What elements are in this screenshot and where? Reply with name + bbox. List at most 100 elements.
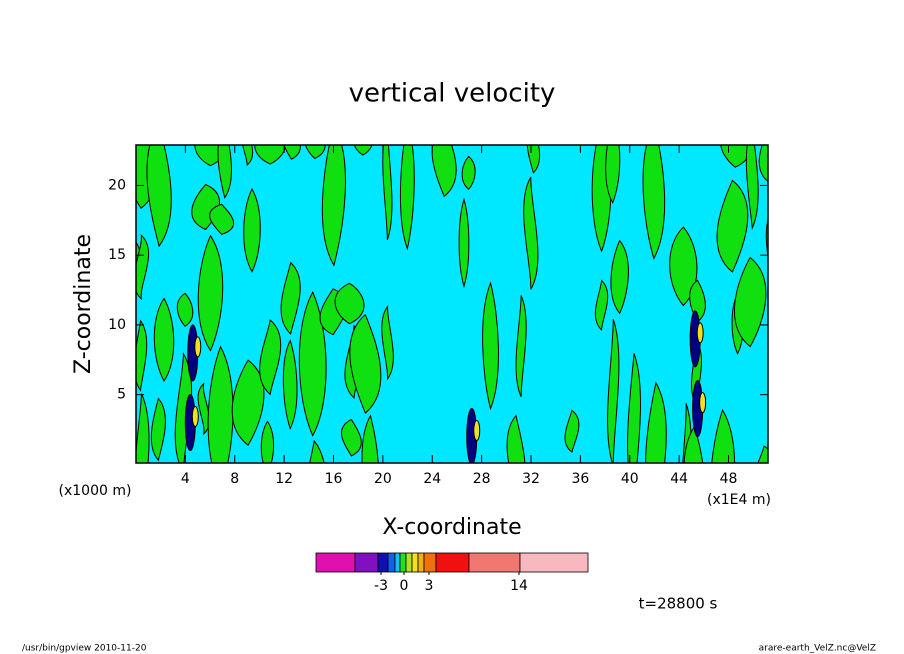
contour-blob [209,203,235,235]
contour-blob [734,256,767,348]
contour-blob [280,261,301,335]
contour-blob [340,418,362,457]
contour-blob [526,145,541,174]
contour-blob [645,381,667,463]
contour-blob [349,313,382,414]
x-tick-label: 8 [230,471,239,487]
annotation: t=28800 s [639,595,718,613]
colorbar-segment [377,552,389,573]
contour-blob [153,297,175,382]
contour-blob [282,339,298,430]
y-tick-label: 5 [117,387,126,403]
contour-blob [197,234,224,352]
x-tick-label: 36 [571,471,589,487]
contour-blob [361,414,379,463]
x-tick-label: 32 [522,471,540,487]
x-tick-label: 12 [275,471,293,487]
x-tick-label: 48 [720,471,738,487]
contour-blob [627,353,641,463]
colorbar-tick-label: 0 [400,578,409,594]
contour-blob [506,414,526,463]
core-blob [473,420,481,441]
contour-blob [197,382,210,436]
x-tick-label: 24 [423,471,441,487]
contour-blob [382,145,393,241]
contour-field [113,125,768,598]
contour-blob [431,145,457,198]
contour-blob [564,409,580,453]
contour-blob [298,290,327,437]
contour-blob [642,145,666,260]
contour-blob [260,420,275,463]
contour-blob [669,226,698,307]
colorbar-segment [394,552,401,573]
x-tick-label: 20 [374,471,392,487]
contour-blob [757,445,768,463]
contour-blob [523,176,539,290]
contour-blob [305,145,326,160]
core-blob [696,322,704,344]
contour-blob [586,465,612,557]
contour-blob [321,145,346,267]
contour-blob [113,125,135,214]
contour-blob [136,393,150,463]
contour-blob [207,345,234,463]
footer-left: /usr/bin/gpview 2010-11-20 [22,644,147,654]
colorbar-segment [354,552,379,573]
contour-blob [745,145,759,230]
chart-title: vertical velocity [349,79,556,109]
contour-blob [758,145,768,183]
contour-blob [309,439,325,463]
contour-fill [113,125,768,598]
contour-blob [683,425,704,463]
contour-blob [283,145,301,160]
contour-blob [176,292,194,327]
colorbar-segment [405,552,413,573]
x-unit: (x1E4 m) [707,492,771,508]
contour-blob [399,145,415,251]
colorbar-segment [399,552,407,573]
contour-blob [458,197,470,289]
contour-blob [482,281,499,411]
x-tick-label: 44 [670,471,688,487]
y-tick-label: 15 [108,247,126,263]
contour-blob [174,351,193,463]
x-axis-label: X-coordinate [382,515,521,540]
y-tick-label: 10 [108,317,126,333]
x-tick-label: 16 [325,471,343,487]
contour-blob [515,295,527,398]
x-tick-label: 40 [621,471,639,487]
contour-blob [198,467,209,598]
y-tick-label: 20 [108,177,126,193]
contour-blob [607,319,620,463]
contour-blob [136,319,148,392]
contour-blob [259,319,282,396]
contour-blob [594,279,609,331]
colorbar-segment [315,552,356,573]
core-blob [699,392,707,414]
footer-right: arare-earth_VelZ.nc@VelZ [759,644,876,654]
core-blob [194,336,202,358]
colorbar-segment [435,552,470,573]
contour-blob [605,145,621,204]
colorbar-tick-label: -3 [374,578,388,594]
contour-blob [254,145,286,165]
contour-blob [716,179,749,273]
contour-blob [711,408,736,463]
contour-blob [334,282,365,325]
contour-blob [610,239,629,315]
x-tick-label: 4 [181,471,190,487]
contour-blob [242,145,254,167]
colorbar-segment [387,552,396,573]
colorbar-segment [411,552,419,573]
y-unit: (x1000 m) [59,483,132,499]
x-tick-label: 28 [473,471,491,487]
contour-blob [136,233,150,301]
colorbar-tick-label: 14 [510,578,528,594]
colorbar-segment [417,552,425,573]
contour-blob [150,397,166,462]
y-axis-label: Z-coordinate [71,234,96,374]
colorbar-segment [468,552,521,573]
